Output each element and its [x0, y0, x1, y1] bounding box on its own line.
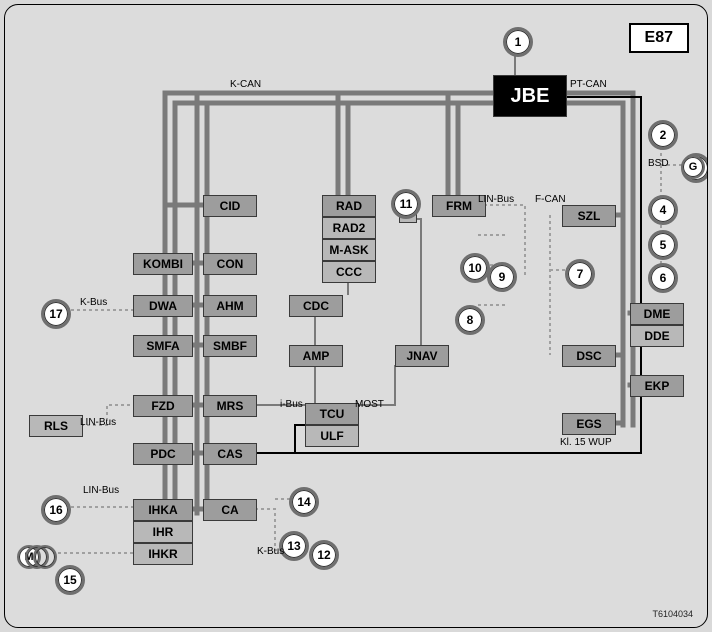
callout-7: 7	[565, 259, 595, 289]
module-smbf: SMBF	[203, 335, 257, 357]
generator-icon: G	[681, 155, 705, 179]
module-cid: CID	[203, 195, 257, 217]
module-smfa: SMFA	[133, 335, 193, 357]
callout-6: 6	[648, 263, 678, 293]
module-rad: RAD	[322, 195, 376, 217]
module-ekp: EKP	[630, 375, 684, 397]
bus-label: i-Bus	[280, 399, 303, 410]
callout-11: 11	[391, 189, 421, 219]
bus-label: F-CAN	[535, 194, 566, 205]
module-ihr: IHR	[133, 521, 193, 543]
module-ulf: ULF	[305, 425, 359, 447]
bus-label: K-CAN	[230, 79, 261, 90]
module-ccc: CCC	[322, 261, 376, 283]
module-tcu: TCU	[305, 403, 359, 425]
module-dme: DME	[630, 303, 684, 325]
bus-label: LIN-Bus	[478, 194, 514, 205]
module-dde: DDE	[630, 325, 684, 347]
wiring-layer	[5, 5, 707, 627]
module-rls: RLS	[29, 415, 83, 437]
callout-12: 12	[309, 540, 339, 570]
bus-label: LIN-Bus	[80, 417, 116, 428]
bus-label: MOST	[355, 399, 384, 410]
diagram-stage: E87	[0, 0, 712, 632]
bus-label: BSD	[648, 158, 669, 169]
motor-icon	[33, 545, 57, 569]
callout-4: 4	[648, 195, 678, 225]
module-mask: M-ASK	[322, 239, 376, 261]
part-number: T6104034	[652, 609, 693, 619]
module-fzd: FZD	[133, 395, 193, 417]
module-egs: EGS	[562, 413, 616, 435]
callout-5: 5	[648, 230, 678, 260]
module-dsc: DSC	[562, 345, 616, 367]
diagram-frame: E87	[4, 4, 708, 628]
module-ihkr: IHKR	[133, 543, 193, 565]
module-kombi: KOMBI	[133, 253, 193, 275]
bus-label: K-Bus	[257, 546, 284, 557]
callout-2: 2	[648, 120, 678, 150]
module-jnav: JNAV	[395, 345, 449, 367]
bus-label: Kl. 15 WUP	[560, 437, 612, 448]
callout-9: 9	[487, 262, 517, 292]
module-ahm: AHM	[203, 295, 257, 317]
module-ca: CA	[203, 499, 257, 521]
callout-10: 10	[460, 253, 490, 283]
bus-label: LIN-Bus	[83, 485, 119, 496]
callout-16: 16	[41, 495, 71, 525]
module-cdc: CDC	[289, 295, 343, 317]
module-pdc: PDC	[133, 443, 193, 465]
callout-15: 15	[55, 565, 85, 595]
module-rad2: RAD2	[322, 217, 376, 239]
module-cas: CAS	[203, 443, 257, 465]
module-szl: SZL	[562, 205, 616, 227]
module-dwa: DWA	[133, 295, 193, 317]
callout-8: 8	[455, 305, 485, 335]
module-ihka: IHKA	[133, 499, 193, 521]
callout-17: 17	[41, 299, 71, 329]
module-mrs: MRS	[203, 395, 257, 417]
bus-label: PT-CAN	[570, 79, 607, 90]
bus-label: K-Bus	[80, 297, 107, 308]
callout-1: 1	[503, 27, 533, 57]
module-con: CON	[203, 253, 257, 275]
module-jbe: JBE	[493, 75, 567, 117]
module-amp: AMP	[289, 345, 343, 367]
callout-14: 14	[289, 487, 319, 517]
